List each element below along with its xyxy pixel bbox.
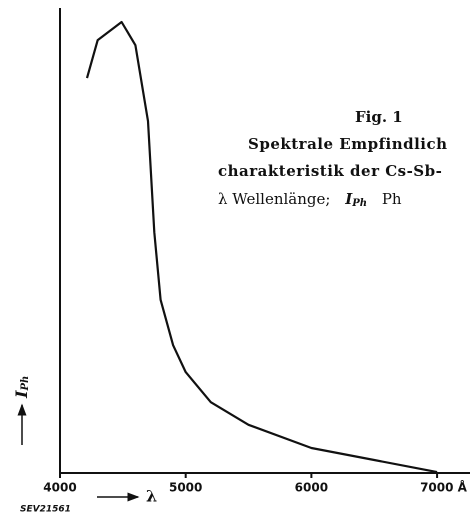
y-label-subscript: Ph — [20, 376, 31, 392]
caption-legend-subscript: Ph — [351, 198, 367, 209]
figure-id: SEV21561 — [20, 505, 71, 515]
x-tick-label: 7000 Å — [420, 480, 468, 495]
caption-line: charakteristik der Cs-Sb- — [218, 162, 442, 180]
x-tick-label: 5000 — [169, 481, 202, 495]
caption-line: Spektrale Empfindlich — [248, 135, 448, 153]
caption-legend-symbol: I — [344, 190, 353, 208]
y-label-symbol: I — [12, 390, 31, 399]
curve — [85, 20, 438, 474]
caption-legend-rest: Ph — [382, 190, 402, 208]
caption-figure: Fig. 1 — [355, 108, 403, 126]
x-label: λ — [146, 487, 157, 506]
caption-legend-text: λ Wellenlänge; — [218, 190, 330, 208]
y-label: IPh — [12, 376, 31, 399]
x-tick-label: 6000 — [295, 481, 328, 495]
caption-legend: λ Wellenlänge; IPh Ph — [218, 190, 402, 211]
x-tick-label: 4000 — [43, 481, 76, 495]
y-label-group: IPh — [12, 376, 31, 445]
